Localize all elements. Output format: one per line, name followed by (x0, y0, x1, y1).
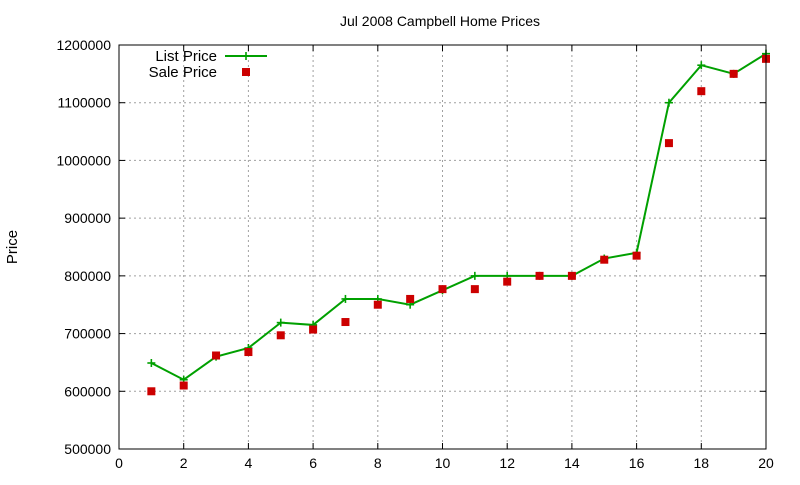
y-tick-label: 600000 (64, 383, 111, 399)
chart-title: Jul 2008 Campbell Home Prices (340, 13, 540, 29)
x-tick-label: 4 (245, 455, 253, 471)
data-point-sale-price (244, 348, 253, 357)
y-tick-label: 1000000 (56, 152, 111, 168)
series-layer (147, 49, 770, 396)
data-point-sale-price (470, 285, 479, 294)
data-point-sale-price (697, 87, 706, 96)
grid (119, 45, 766, 449)
x-tick-label: 10 (435, 455, 451, 471)
legend: List Price Sale Price (149, 48, 267, 81)
data-point-list-price (664, 98, 673, 107)
data-point-list-price (276, 318, 285, 327)
legend-square-sale-price (242, 68, 250, 76)
y-tick-label: 1200000 (56, 37, 111, 53)
data-point-sale-price (664, 139, 673, 148)
data-point-list-price (697, 61, 706, 70)
x-tick-label: 16 (629, 455, 645, 471)
data-point-list-price (341, 294, 350, 303)
y-tick-label: 900000 (64, 210, 111, 226)
data-point-sale-price (438, 285, 447, 294)
legend-label-list-price: List Price (155, 48, 217, 65)
data-point-sale-price (179, 381, 188, 390)
y-tick-label: 700000 (64, 326, 111, 342)
data-point-sale-price (406, 294, 415, 303)
x-tick-label: 0 (115, 455, 123, 471)
data-point-sale-price (600, 255, 609, 264)
y-axis-label: Price (4, 230, 21, 264)
axis-ticks: 0 2 4 6 8 10 12 14 16 18 20 500000 600000 700000 80000… (56, 37, 774, 471)
data-point-sale-price (535, 271, 544, 280)
data-point-sale-price (567, 271, 576, 280)
data-point-list-price (147, 359, 156, 368)
data-point-list-price (470, 271, 479, 280)
x-tick-label: 6 (309, 455, 317, 471)
data-point-sale-price (147, 387, 156, 396)
y-tick-label: 500000 (64, 441, 111, 457)
data-point-sale-price (632, 251, 641, 260)
x-tick-label: 20 (758, 455, 774, 471)
x-tick-label: 2 (180, 455, 188, 471)
data-point-sale-price (341, 318, 350, 327)
data-point-sale-price (373, 300, 382, 309)
data-point-sale-price (212, 351, 221, 360)
x-tick-label: 14 (564, 455, 580, 471)
data-point-sale-price (729, 69, 738, 78)
data-point-sale-price (276, 331, 285, 340)
y-tick-label: 800000 (64, 268, 111, 284)
legend-label-sale-price: Sale Price (149, 64, 217, 81)
series-line-list-price (150, 52, 767, 381)
data-point-sale-price (503, 277, 512, 286)
x-tick-label: 8 (374, 455, 382, 471)
data-point-sale-price (309, 325, 318, 334)
x-tick-label: 12 (499, 455, 515, 471)
x-tick-label: 18 (694, 455, 710, 471)
y-tick-label: 1100000 (58, 95, 112, 111)
